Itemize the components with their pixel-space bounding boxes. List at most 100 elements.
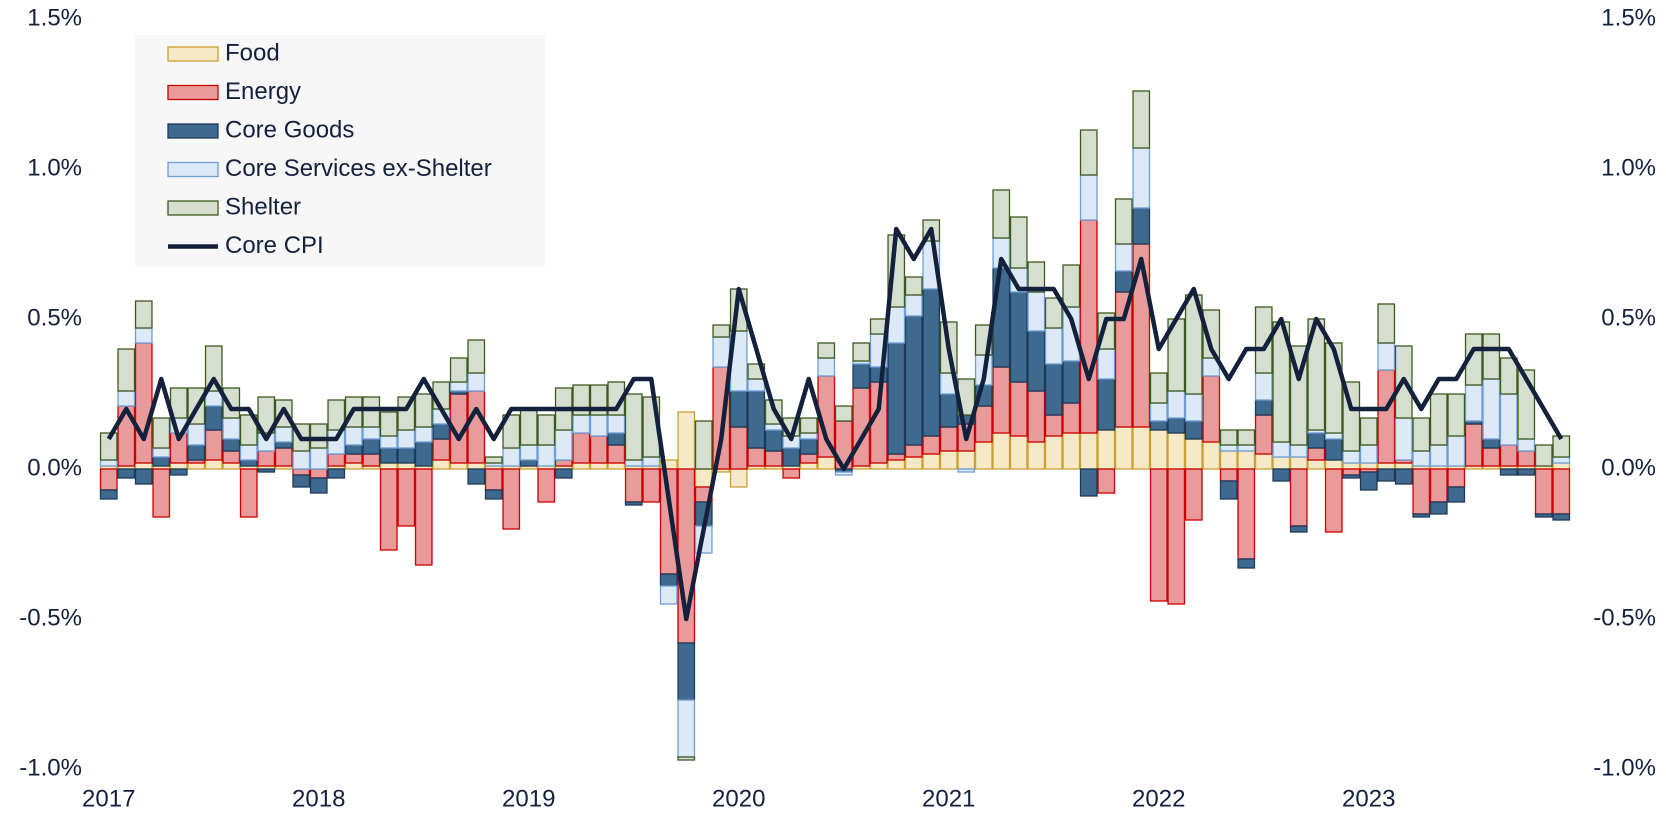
bar-segment xyxy=(677,756,696,761)
bar-segment xyxy=(379,468,398,551)
bar-segment xyxy=(1132,426,1151,470)
bar-segment xyxy=(1254,306,1273,374)
bar-segment xyxy=(1412,450,1431,467)
bar-segment xyxy=(1289,456,1308,470)
bar-segment xyxy=(1009,435,1028,470)
legend-swatch xyxy=(167,84,219,101)
bar-segment xyxy=(624,468,643,503)
bar-segment xyxy=(222,462,241,470)
bar-segment xyxy=(1009,381,1028,437)
bar-segment xyxy=(624,459,643,467)
bar-segment xyxy=(1412,513,1431,518)
bar-segment xyxy=(729,468,748,488)
bar-segment xyxy=(817,456,836,470)
bar-segment xyxy=(537,468,556,503)
bar-segment xyxy=(204,405,223,431)
bar-segment xyxy=(1044,327,1063,365)
bar-segment xyxy=(1184,468,1203,521)
bar-segment xyxy=(1062,432,1081,470)
bar-segment xyxy=(309,468,328,479)
bar-segment xyxy=(572,432,591,464)
bar-segment xyxy=(589,435,608,464)
bar-segment xyxy=(939,426,958,452)
bar-segment xyxy=(502,447,521,467)
bar-segment xyxy=(1009,291,1028,383)
bar-segment xyxy=(432,438,451,461)
bar-segment xyxy=(1079,129,1098,176)
bar-segment xyxy=(589,462,608,470)
bar-segment xyxy=(1114,426,1133,470)
bar-segment xyxy=(1044,363,1063,416)
bar-segment xyxy=(1149,402,1168,422)
bar-segment xyxy=(1447,435,1466,467)
y2-tick-label: 0.5% xyxy=(1601,304,1656,331)
bar-segment xyxy=(1167,390,1186,419)
bar-segment xyxy=(817,357,836,377)
bar-segment xyxy=(922,453,941,470)
bar-segment xyxy=(1237,558,1256,569)
bar-segment xyxy=(327,429,346,455)
bar-segment xyxy=(1272,456,1291,470)
bar-segment xyxy=(1394,468,1413,485)
bar-segment xyxy=(1342,474,1361,479)
bar-segment xyxy=(1482,438,1501,449)
bar-segment xyxy=(169,468,188,476)
bar-segment xyxy=(1027,291,1046,332)
bar-segment xyxy=(1394,417,1413,461)
bar-segment xyxy=(1202,441,1221,470)
bar-segment xyxy=(309,477,328,494)
bar-segment xyxy=(467,468,486,485)
bar-segment xyxy=(869,462,888,470)
bar-segment xyxy=(607,444,626,464)
bar-segment xyxy=(1062,264,1081,308)
bar-segment xyxy=(1552,468,1571,515)
bar-segment xyxy=(327,453,346,467)
bar-segment xyxy=(1324,459,1343,470)
bar-segment xyxy=(117,468,136,479)
bar-segment xyxy=(292,468,311,476)
bar-segment xyxy=(782,447,801,467)
bar-segment xyxy=(1377,468,1396,482)
bar-segment xyxy=(694,468,713,488)
bar-segment xyxy=(1464,423,1483,467)
bar-segment xyxy=(327,399,346,431)
bar-segment xyxy=(134,462,153,470)
bar-segment xyxy=(1184,438,1203,470)
bar-segment xyxy=(1272,468,1291,482)
bar-segment xyxy=(379,447,398,464)
bar-segment xyxy=(257,468,276,473)
bar-segment xyxy=(362,438,381,455)
bar-segment xyxy=(572,462,591,470)
bar-segment xyxy=(712,324,731,338)
bar-segment xyxy=(99,468,118,491)
bar-segment xyxy=(379,435,398,449)
bar-segment xyxy=(1237,444,1256,452)
legend-label: Core Goods xyxy=(225,116,354,143)
bar-segment xyxy=(572,414,591,434)
bar-segment xyxy=(607,462,626,470)
bar-segment xyxy=(152,456,171,467)
bar-segment xyxy=(134,342,153,464)
bar-segment xyxy=(1517,438,1536,452)
bar-segment xyxy=(1447,486,1466,503)
bar-segment xyxy=(1219,444,1238,452)
bar-segment xyxy=(1027,441,1046,470)
bar-segment xyxy=(1342,468,1361,476)
bar-segment xyxy=(1132,90,1151,149)
bar-segment xyxy=(344,444,363,455)
bar-segment xyxy=(1219,480,1238,500)
bar-segment xyxy=(169,462,188,470)
bar-segment xyxy=(1499,444,1518,467)
bar-segment xyxy=(799,453,818,464)
bar-segment xyxy=(1237,429,1256,446)
bar-segment xyxy=(1009,216,1028,269)
bar-segment xyxy=(222,417,241,440)
bar-segment xyxy=(799,438,818,455)
bar-segment xyxy=(187,444,206,461)
bar-segment xyxy=(834,471,853,476)
bar-segment xyxy=(904,276,923,296)
bar-segment xyxy=(1044,414,1063,437)
bar-segment xyxy=(117,390,136,407)
bar-segment xyxy=(694,420,713,470)
bar-segment xyxy=(624,393,643,461)
